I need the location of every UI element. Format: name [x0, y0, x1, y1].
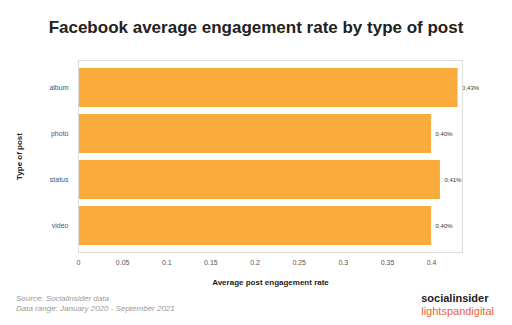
- html-text:lightspandigital: lightspandigital: [421, 305, 494, 317]
- svg-text:0.1: 0.1: [162, 259, 172, 266]
- svg-text:0.4: 0.4: [427, 259, 437, 266]
- svg-text:0.35: 0.35: [381, 259, 395, 266]
- svg-text:video: video: [52, 222, 69, 229]
- html-text:Source: Socialinsider data: Source: Socialinsider data: [16, 294, 109, 303]
- svg-text:0,40%: 0,40%: [436, 131, 454, 137]
- html-text:Facebook average engagement ra: Facebook average engagement rate by type…: [48, 18, 464, 37]
- svg-text:0.05: 0.05: [116, 259, 130, 266]
- svg-text:0.2: 0.2: [250, 259, 260, 266]
- svg-text:Average post engagement rate: Average post engagement rate: [212, 278, 329, 287]
- svg-text:0,40%: 0,40%: [436, 223, 454, 229]
- svg-text:0.15: 0.15: [204, 259, 218, 266]
- svg-text:album: album: [49, 84, 68, 91]
- svg-text:0.25: 0.25: [292, 259, 306, 266]
- html-text:Data range: January 2020 - Sep: Data range: January 2020 - September 202…: [16, 304, 175, 313]
- svg-text:0,41%: 0,41%: [444, 177, 462, 183]
- html-text:socialinsider: socialinsider: [421, 292, 489, 304]
- svg-text:0: 0: [77, 259, 81, 266]
- svg-text:0.3: 0.3: [338, 259, 348, 266]
- svg-text:status: status: [50, 176, 69, 183]
- svg-text:photo: photo: [51, 130, 69, 138]
- svg-text:Type of post: Type of post: [15, 133, 24, 180]
- svg-text:0,43%: 0,43%: [462, 85, 480, 91]
